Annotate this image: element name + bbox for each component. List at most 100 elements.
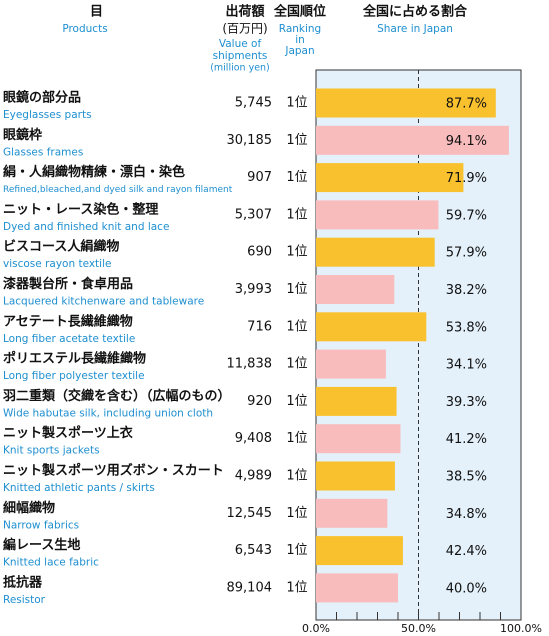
header-shipments-unit: (百万円): [222, 22, 267, 36]
shipments: 920: [247, 394, 272, 409]
product-name-en: Glasses frames: [3, 146, 83, 158]
value-label: 87.7%: [446, 97, 487, 112]
rank: 1位: [286, 207, 307, 222]
x-tick-label: 100.0%: [500, 622, 542, 635]
product-name-en: Knitted lace fabric: [3, 557, 99, 569]
value-label: 42.4%: [446, 544, 487, 559]
bar: [316, 498, 388, 528]
bar: [316, 349, 386, 379]
bar: [316, 536, 403, 566]
product-name: 眼鏡枠: [3, 127, 42, 143]
product-name: 眼鏡の部分品: [3, 90, 81, 106]
product-name: 絹・人絹織物精練・漂白・染色: [3, 164, 185, 180]
value-label: 34.1%: [446, 358, 487, 373]
header-share: 全国に占める割合: [362, 4, 468, 20]
value-label: 41.2%: [446, 432, 487, 447]
bar: [316, 312, 427, 342]
rank: 1位: [286, 506, 307, 521]
product-name: アセテート長繊維織物: [3, 313, 133, 329]
header-shipments-en: (million yen): [210, 63, 270, 74]
shipments: 12,545: [227, 506, 273, 521]
product-name-en: Narrow fabrics: [3, 519, 79, 531]
header-product: 品目: [0, 5, 203, 20]
header-rank-en: Japan: [284, 45, 314, 57]
product-name-en: Dyed and finished knit and lace: [3, 221, 169, 233]
header-product-en: Products: [62, 23, 107, 35]
bar: [316, 237, 435, 267]
bar: [316, 200, 439, 230]
product-name: 抵抗器: [3, 574, 43, 590]
value-label: 71.9%: [446, 171, 487, 186]
shipments: 9,408: [235, 431, 272, 446]
header-rank-en: Ranking: [279, 23, 321, 35]
value-label: 57.9%: [446, 246, 487, 261]
rank: 1位: [286, 469, 307, 484]
product-name-en: Refined,bleached,and dyed silk and rayon…: [3, 185, 233, 195]
rank: 1位: [286, 245, 307, 260]
product-name: ニット製スポーツ用ズボン・スカート: [3, 463, 224, 479]
value-label: 94.1%: [446, 134, 487, 149]
product-name: ビスコース人絹織物: [3, 239, 119, 255]
bar: [316, 163, 464, 193]
shipments: 89,104: [227, 580, 273, 595]
product-name-en: Knitted athletic pants / skirts: [3, 482, 155, 494]
header-shipments-en: shipments: [213, 50, 268, 62]
product-name-en: Eyeglasses parts: [3, 109, 92, 121]
product-name: 羽二重類（交織を含む）（広幅のもの）: [3, 388, 231, 404]
rank: 1位: [286, 319, 307, 334]
shipments: 690: [247, 245, 272, 260]
shipments: 3,993: [235, 282, 272, 297]
shipments: 30,185: [227, 133, 273, 148]
product-name: 漆器製台所・食卓用品: [3, 276, 133, 292]
x-tick-label: 50.0%: [401, 622, 436, 635]
product-name-en: Long fiber polyester textile: [3, 370, 145, 382]
product-name: 編レース生地: [3, 537, 80, 553]
rank: 1位: [286, 96, 307, 111]
shipments: 11,838: [227, 357, 273, 372]
shipments: 907: [247, 170, 272, 185]
value-label: 59.7%: [446, 208, 487, 223]
rank: 1位: [286, 357, 307, 372]
product-name-en: viscose rayon textile: [3, 258, 111, 270]
value-label: 53.8%: [446, 320, 487, 335]
product-name: ニット・レース染色・整理: [3, 201, 158, 217]
bar: [316, 386, 397, 416]
x-tick-label: 0.0%: [302, 622, 330, 635]
header-shipments: 出荷額: [225, 4, 264, 20]
product-name: ニット製スポーツ上衣: [3, 425, 133, 441]
header-rank-en: in: [295, 34, 305, 46]
product-name-en: Knit sports jackets: [3, 445, 100, 457]
value-label: 39.3%: [446, 395, 487, 410]
shipments: 4,989: [235, 469, 272, 484]
shipments: 716: [247, 319, 272, 334]
value-label: 40.0%: [446, 581, 487, 596]
bar: [316, 461, 395, 491]
shipments: 5,307: [235, 207, 272, 222]
rank: 1位: [286, 543, 307, 558]
product-name-en: Wide habutae silk, including union cloth: [3, 407, 213, 419]
bar: [316, 275, 395, 304]
header-shipments-en: Value of: [219, 38, 262, 50]
bar: [316, 88, 496, 118]
header-share-en: Share in Japan: [377, 23, 453, 35]
rank: 1位: [286, 133, 307, 148]
value-label: 38.2%: [446, 283, 487, 298]
shipments: 6,543: [235, 543, 272, 558]
product-name-en: Resistor: [3, 594, 46, 606]
value-label: 38.5%: [446, 470, 487, 485]
bar: [316, 424, 401, 454]
rank: 1位: [286, 394, 307, 409]
rank: 1位: [286, 431, 307, 446]
product-name: ポリエステル長繊維織物: [3, 351, 146, 367]
bar: [316, 573, 398, 603]
product-name: 細幅織物: [3, 500, 55, 516]
shipments: 5,745: [235, 96, 272, 111]
product-name-en: Long fiber acetate textile: [3, 333, 135, 345]
value-label: 34.8%: [446, 507, 487, 522]
rank: 1位: [286, 580, 307, 595]
product-name-en: Lacquered kitchenware and tableware: [3, 296, 204, 308]
bar: [316, 125, 509, 155]
rank: 1位: [286, 282, 307, 297]
rank: 1位: [286, 170, 307, 185]
